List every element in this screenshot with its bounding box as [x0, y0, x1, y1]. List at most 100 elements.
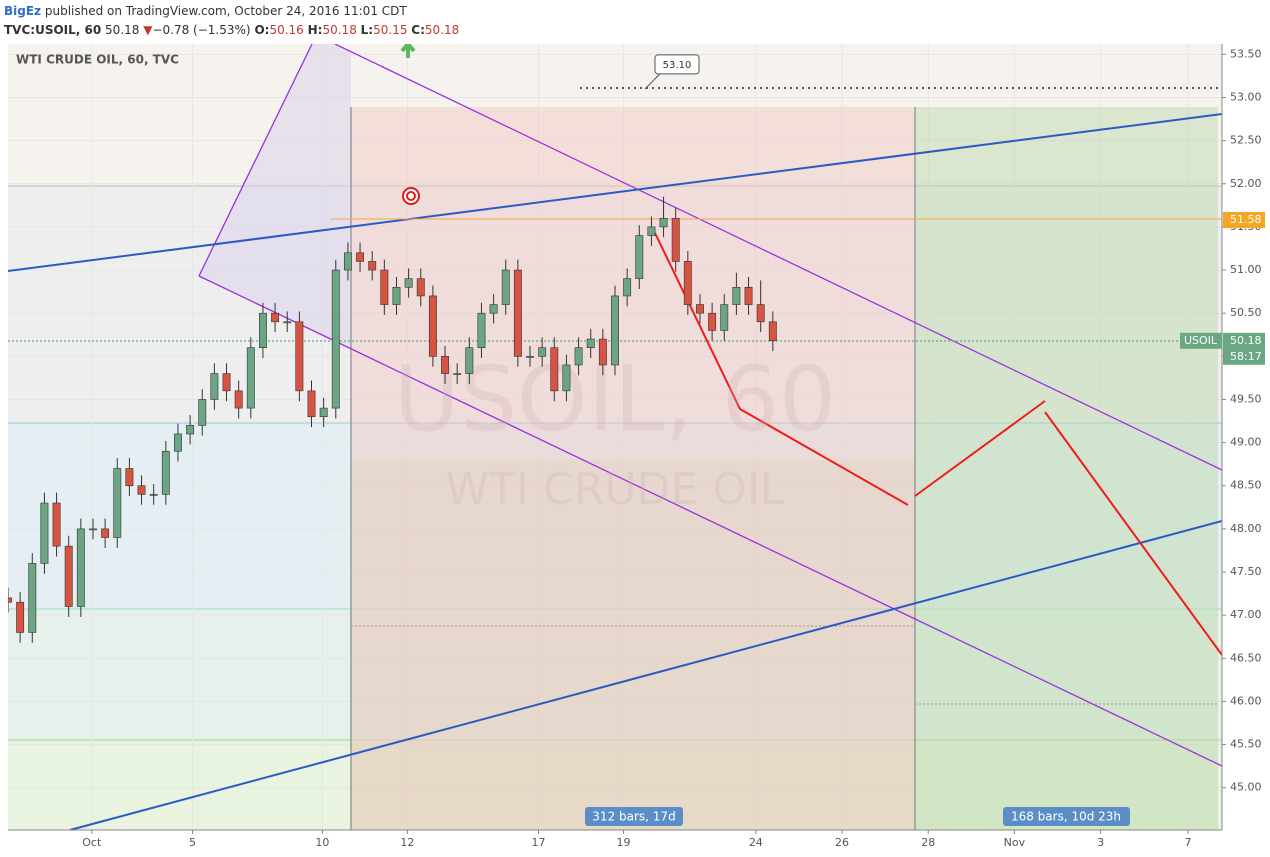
- candle-body: [574, 347, 583, 366]
- last-name-box: [1180, 332, 1222, 349]
- candle-body: [89, 528, 97, 531]
- candle-body: [768, 321, 777, 342]
- candle-body: [647, 226, 656, 236]
- candle-body: [64, 545, 73, 607]
- y-tick-label: 48.00: [1230, 522, 1262, 535]
- candle-body: [76, 528, 85, 607]
- l: 50.15: [373, 23, 408, 37]
- candle-body: [598, 338, 607, 366]
- y-tick-label: 45.00: [1230, 781, 1262, 794]
- y-tick-label: 45.50: [1230, 738, 1262, 751]
- y-tick-label: 51.00: [1230, 263, 1262, 276]
- candle-body: [125, 468, 134, 487]
- chart-title: WTI CRUDE OIL, 60, TVC: [16, 53, 179, 67]
- x-tick-label: 19: [616, 836, 630, 849]
- x-tick-label: 26: [835, 836, 849, 849]
- last-price: 50.18: [1230, 334, 1262, 347]
- candle-body: [101, 528, 110, 538]
- candle-body: [52, 502, 61, 547]
- x-tick-label: Nov: [1004, 836, 1026, 849]
- header-line: TVC:USOIL, 60 50.18 ▼−0.78 (−1.53%) O:50…: [4, 21, 459, 40]
- price-callout-label: 53.10: [663, 60, 692, 71]
- o: 50.16: [269, 23, 304, 37]
- y-tick-label: 49.50: [1230, 392, 1262, 405]
- h-label: H:: [307, 23, 323, 37]
- candle-body: [40, 502, 49, 564]
- candle-body: [16, 601, 25, 633]
- candle-body: [428, 295, 437, 357]
- candle-body: [368, 261, 377, 271]
- candle-body: [271, 312, 280, 323]
- price-callout: [654, 54, 700, 75]
- o-label: O:: [254, 23, 270, 37]
- candle-body: [404, 278, 413, 288]
- c-label: C:: [411, 23, 425, 37]
- candle-body: [258, 312, 267, 349]
- author[interactable]: BigEz: [4, 4, 42, 18]
- header: BigEz published on TradingView.com, Octo…: [4, 2, 459, 40]
- candle-body: [343, 252, 352, 271]
- drawings: [8, 44, 1222, 830]
- price-label-box: [1223, 212, 1265, 229]
- candle-body: [331, 269, 340, 409]
- candle-body: [744, 287, 753, 305]
- x-tick-label: 17: [532, 836, 546, 849]
- candle-body: [234, 390, 243, 409]
- candle-body: [720, 304, 729, 331]
- candle-body: [526, 356, 534, 358]
- candle-body: [441, 356, 449, 374]
- candle-body: [623, 278, 632, 297]
- candle-body: [356, 252, 365, 262]
- header-line: BigEz published on TradingView.com, Octo…: [4, 2, 459, 21]
- candle-body: [380, 269, 389, 305]
- last-name: USOIL: [1184, 334, 1218, 347]
- callout-pointer: [644, 73, 661, 90]
- candle-body: [732, 287, 741, 305]
- y-tick-label: 48.50: [1230, 479, 1262, 492]
- candle-body: [477, 312, 486, 349]
- h: 50.18: [322, 23, 357, 37]
- candle-body: [550, 347, 559, 392]
- candle-body: [174, 433, 182, 452]
- candle-body: [501, 269, 510, 305]
- y-tick-label: 47.00: [1230, 608, 1262, 621]
- candle-body: [635, 235, 644, 279]
- candle-body: [210, 373, 219, 400]
- y-tick-label: 46.00: [1230, 694, 1262, 707]
- candle-body: [659, 217, 668, 228]
- y-tick-label: 46.50: [1230, 651, 1262, 664]
- candle-body: [489, 304, 498, 314]
- candle-body: [392, 287, 401, 305]
- candle-body: [416, 278, 425, 297]
- l-label: L:: [360, 23, 374, 37]
- range-label: 168 bars, 10d 23h: [1011, 810, 1121, 824]
- candle-body: [295, 321, 304, 392]
- candle-body: [28, 563, 37, 633]
- candle-body: [611, 295, 619, 366]
- x-tick-label: 10: [315, 836, 329, 849]
- y-axis: [1222, 44, 1270, 830]
- candle-body: [671, 217, 680, 262]
- x-tick-label: Oct: [82, 836, 102, 849]
- range-label: 312 bars, 17d: [592, 810, 675, 824]
- y-tick-label: 47.50: [1230, 565, 1262, 578]
- range-labels: 312 bars, 17d 168 bars, 10d 23h: [585, 807, 1130, 826]
- y-tick-label: 50.50: [1230, 306, 1262, 319]
- candle-body: [149, 494, 158, 496]
- x-tick-label: 12: [400, 836, 414, 849]
- x-tick-label: 28: [921, 836, 935, 849]
- candle-body: [186, 425, 195, 435]
- price-label: 51.58: [1230, 213, 1262, 226]
- last-price-box: [1223, 332, 1265, 365]
- candle-body: [246, 347, 255, 409]
- x-axis: [0, 830, 1270, 857]
- candle-body: [161, 450, 170, 495]
- x-tick-label: 3: [1097, 836, 1104, 849]
- watermark-text: WTI CRUDE OIL: [446, 464, 785, 515]
- candle-body: [562, 364, 571, 392]
- arrow: ▼: [143, 23, 153, 37]
- symbol: TVC:USOIL, 60: [4, 23, 102, 37]
- y-tick-label: 52.00: [1230, 177, 1262, 190]
